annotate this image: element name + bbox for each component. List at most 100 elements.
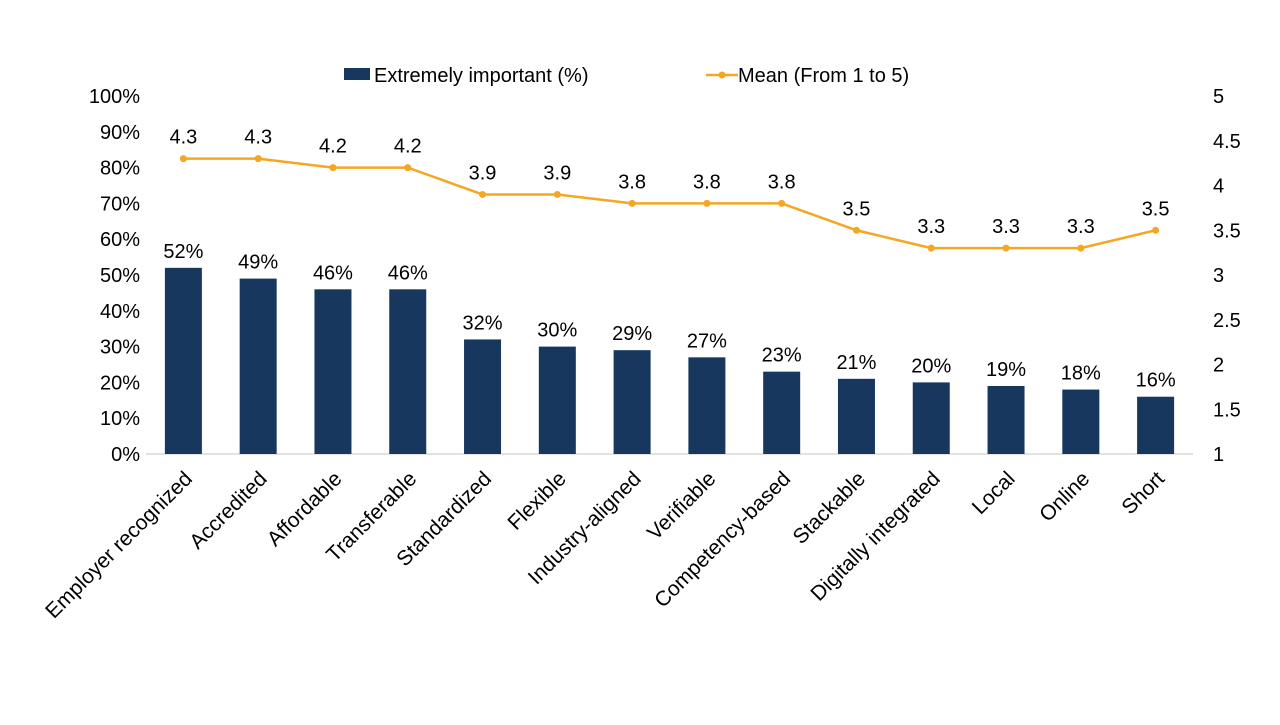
bar-data-label: 29% (612, 323, 652, 345)
category-label: Employer recognized (41, 467, 197, 623)
legend-bar-label: Extremely important (%) (374, 65, 589, 87)
right-axis-tick-label: 2 (1213, 355, 1224, 377)
category-axis-labels: Employer recognizedAccreditedAffordableT… (41, 467, 1169, 623)
left-axis-tick-label: 10% (100, 408, 140, 430)
bar-data-label: 19% (986, 359, 1026, 381)
bar-11 (987, 385, 1025, 454)
bar-data-label: 18% (1061, 363, 1101, 385)
bar-3 (389, 289, 427, 454)
category-label: Local (968, 467, 1020, 519)
mean-data-label: 3.9 (469, 162, 497, 184)
bar-data-label: 23% (762, 345, 802, 367)
mean-line (183, 157, 1156, 250)
bar-series (164, 267, 1175, 454)
category-label: Short (1117, 467, 1169, 519)
bar-13 (1137, 396, 1175, 454)
legend-bar-swatch (344, 68, 370, 80)
left-axis-tick-label: 20% (100, 372, 140, 394)
right-axis-tick-label: 3 (1213, 265, 1224, 287)
bar-data-label: 30% (537, 320, 577, 342)
mean-point (1152, 226, 1160, 234)
bar-data-label: 20% (911, 355, 951, 377)
mean-data-label: 3.3 (917, 216, 945, 238)
right-axis-tick-label: 1.5 (1213, 399, 1241, 421)
legend-line-label: Mean (From 1 to 5) (738, 65, 909, 87)
mean-data-label: 4.2 (319, 136, 347, 158)
left-axis-tick-label: 0% (111, 444, 140, 466)
bar-data-label: 16% (1136, 370, 1176, 392)
mean-point (778, 199, 786, 207)
right-axis-tick-label: 3.5 (1213, 220, 1241, 242)
mean-data-label: 3.9 (543, 162, 571, 184)
mean-point (852, 226, 860, 234)
left-axis-tick-label: 80% (100, 158, 140, 180)
mean-line-series (179, 155, 1160, 252)
bar-data-label: 46% (388, 262, 428, 284)
category-label: Online (1035, 467, 1094, 526)
right-axis-tick-label: 4.5 (1213, 131, 1241, 153)
mean-data-labels: 4.3 4.3 4.2 4.2 3.9 3.9 3.8 3.8 3.8 3.5 3.3 3.3 3.3 3… (169, 127, 1169, 239)
bar-1 (239, 278, 277, 454)
left-axis-tick-label: 70% (100, 193, 140, 215)
mean-point (479, 190, 487, 198)
bar-data-label: 32% (463, 312, 503, 334)
right-axis-tick-label: 1 (1213, 444, 1224, 466)
category-label: Competency-based (650, 467, 795, 612)
mean-point (1077, 244, 1085, 252)
bar-8 (763, 371, 801, 454)
mean-point (179, 155, 187, 163)
mean-point (404, 164, 412, 172)
right-axis-tick-label: 2.5 (1213, 310, 1241, 332)
bar-2 (314, 289, 352, 454)
left-axis-tick-label: 40% (100, 301, 140, 323)
mean-data-label: 4.3 (244, 127, 272, 149)
bar-5 (538, 346, 576, 454)
mean-data-label: 4.3 (169, 127, 197, 149)
right-y-axis: 1 1.5 2 2.5 3 3.5 4 4.5 5 (1213, 86, 1241, 466)
mean-data-label: 3.3 (1067, 216, 1095, 238)
mean-point (703, 199, 711, 207)
category-label: Flexible (503, 467, 570, 534)
mean-point (254, 155, 262, 163)
bar-4 (464, 339, 502, 454)
mean-point (628, 199, 636, 207)
mean-point (329, 164, 337, 172)
bar-7 (688, 357, 726, 454)
bar-9 (837, 378, 875, 454)
bar-data-label: 49% (238, 252, 278, 274)
mean-data-label: 3.3 (992, 216, 1020, 238)
mean-data-label: 3.8 (618, 171, 646, 193)
bar-10 (912, 382, 950, 454)
left-axis-tick-label: 50% (100, 265, 140, 287)
legend-line-marker (718, 71, 726, 79)
right-axis-tick-label: 4 (1213, 176, 1224, 198)
mean-data-label: 3.5 (1142, 198, 1170, 220)
left-y-axis: 0% 10% 20% 30% 40% 50% 60% 70% 80% 90% 100% (89, 86, 140, 466)
mean-data-label: 3.5 (843, 198, 871, 220)
right-axis-tick-label: 5 (1213, 86, 1224, 108)
mean-data-label: 3.8 (693, 171, 721, 193)
category-label: Verifiable (643, 467, 720, 544)
mean-data-label: 3.8 (768, 171, 796, 193)
mean-point (1002, 244, 1010, 252)
bar-data-label: 21% (836, 352, 876, 374)
category-label: Stackable (789, 467, 870, 548)
left-axis-tick-label: 60% (100, 229, 140, 251)
chart-legend: Extremely important (%) Mean (From 1 to … (344, 65, 909, 87)
bar-0 (164, 267, 202, 454)
category-label: Accredited (185, 467, 271, 553)
left-axis-tick-label: 100% (89, 86, 140, 108)
bar-data-label: 27% (687, 330, 727, 352)
bar-6 (613, 350, 651, 454)
bar-data-label: 52% (163, 241, 203, 263)
left-axis-tick-label: 90% (100, 122, 140, 144)
bar-12 (1062, 389, 1100, 454)
category-label: Digitally integrated (806, 467, 944, 605)
mean-point (553, 190, 561, 198)
bar-data-label: 46% (313, 262, 353, 284)
bar-data-labels: 52% 49% 46% 46% 32% 30% 29% 27% 23% 21% 20% 19% 18% 1… (163, 241, 1175, 392)
mean-point (927, 244, 935, 252)
mean-data-label: 4.2 (394, 136, 422, 158)
